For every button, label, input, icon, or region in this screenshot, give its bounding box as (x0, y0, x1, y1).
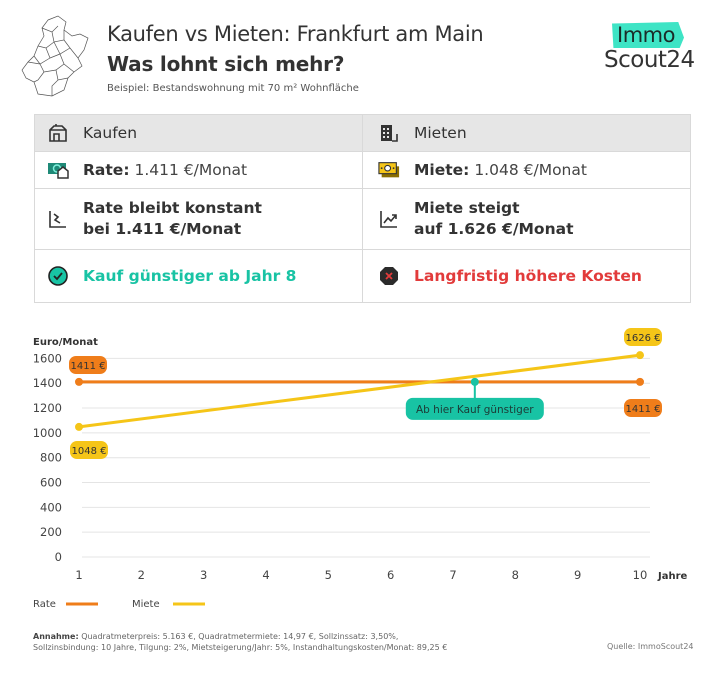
mieten-rate-value: 1.048 €/Monat (474, 161, 587, 179)
flat-chart-icon (47, 208, 69, 230)
y-tick-label: 1200 (33, 401, 62, 415)
check-circle-icon (47, 265, 69, 287)
banknote-icon (378, 159, 400, 181)
mieten-verdict: Langfristig höhere Kosten (362, 250, 690, 302)
assumptions-footnote: Annahme: Quadratmeterpreis: 5.163 €, Qua… (33, 631, 447, 653)
kaufen-verdict-text: Kauf günstiger ab Jahr 8 (83, 267, 297, 285)
mieten-trend: Miete steigt auf 1.626 €/Monat (362, 189, 690, 249)
header-mieten-label: Mieten (414, 124, 467, 142)
chart-subtitle: Was lohnt sich mehr? (107, 52, 345, 76)
rate-start-label: 1411 € (71, 361, 106, 372)
annotation-bg (405, 397, 544, 420)
immoscout24-logo: Immo Scout24 (604, 22, 695, 78)
y-tick-label: 400 (40, 500, 62, 514)
data-point-rate (75, 377, 83, 386)
logo-badge (612, 22, 684, 48)
assumption-label: Annahme: (33, 632, 79, 641)
mieten-verdict-text: Langfristig höhere Kosten (414, 267, 642, 285)
x-tick-label: 8 (512, 568, 519, 582)
miete-end-label-bg (624, 328, 662, 346)
kaufen-rate-value: 1.411 €/Monat (134, 161, 248, 179)
header-mieten: Mieten (362, 115, 690, 151)
chart-title: Kaufen vs Mieten: Frankfurt am Main (107, 22, 484, 46)
x-tick-label: 5 (325, 568, 332, 582)
kaufen-trend-line1: Rate bleibt konstant (83, 199, 262, 217)
mieten-trend-line2: auf 1.626 €/Monat (414, 220, 574, 238)
miete-start-label: 1048 € (72, 446, 107, 457)
x-axis-label: Jahre (657, 571, 688, 582)
y-tick-label: 800 (40, 451, 62, 465)
x-octagon-icon (378, 265, 400, 287)
y-axis-label: Euro/Monat (33, 337, 98, 348)
house-icon (47, 122, 69, 144)
mieten-rate-label: Miete: (414, 161, 470, 179)
table-row-rate: Rate: 1.411 €/Monat Miete: 1.048 €/Monat (35, 151, 690, 188)
example-note: Beispiel: Bestandswohnung mit 70 m² Wohn… (107, 83, 359, 94)
data-point-miete (636, 351, 644, 360)
logo-scout-text: Scout24 (604, 47, 695, 73)
x-tick-label: 2 (138, 568, 145, 582)
assumption-line2: Sollzinsbindung: 10 Jahre, Tilgung: 2%, … (33, 643, 448, 652)
x-tick-label: 3 (200, 568, 207, 582)
legend-label-rate: Rate (33, 599, 56, 610)
miete-end-label: 1626 € (626, 333, 661, 344)
logo-immo-text: Immo (617, 23, 675, 47)
mieten-rate: Miete: 1.048 €/Monat (362, 152, 690, 188)
rate-end-label: 1411 € (626, 404, 661, 415)
y-tick-label: 1400 (33, 376, 62, 390)
header-kaufen: Kaufen (35, 115, 362, 151)
legend-label-miete: Miete (132, 599, 160, 610)
source-note: Quelle: ImmoScout24 (607, 642, 694, 651)
table-row-trend: Rate bleibt konstant bei 1.411 €/Monat Mi… (35, 188, 690, 249)
x-tick-label: 7 (449, 568, 456, 582)
crossover-point (470, 377, 479, 386)
table-row-verdict: Kauf günstiger ab Jahr 8 Langfristig höh… (35, 249, 690, 302)
header-kaufen-label: Kaufen (83, 124, 138, 142)
rate-start-label-bg (69, 356, 107, 374)
x-tick-label: 10 (633, 568, 648, 582)
series-line-miete (77, 353, 642, 429)
table-header-row: Kaufen Mieten (35, 115, 690, 151)
kaufen-verdict: Kauf günstiger ab Jahr 8 (35, 250, 362, 302)
rising-chart-icon (378, 208, 400, 230)
kaufen-trend-line2: bei 1.411 €/Monat (83, 220, 242, 238)
x-tick-label: 4 (262, 568, 269, 582)
y-tick-label: 200 (40, 525, 62, 539)
y-tick-label: 1000 (33, 426, 62, 440)
frankfurt-map-icon (21, 15, 89, 97)
kaufen-rate: Rate: 1.411 €/Monat (35, 152, 362, 188)
kaufen-trend: Rate bleibt konstant bei 1.411 €/Monat (35, 189, 362, 249)
y-tick-label: 0 (55, 550, 62, 564)
kaufen-rate-label: Rate: (83, 161, 130, 179)
assumption-line1: Quadratmeterpreis: 5.163 €, Quadratmeter… (81, 632, 399, 641)
data-point-miete (75, 422, 83, 431)
rate-end-label-bg (624, 399, 662, 417)
x-tick-label: 6 (387, 568, 394, 582)
x-tick-label: 9 (574, 568, 581, 582)
y-tick-label: 600 (40, 476, 62, 490)
y-tick-label: 1600 (33, 351, 62, 365)
data-point-rate (636, 377, 644, 386)
mieten-trend-line1: Miete steigt (414, 199, 520, 217)
x-tick-label: 1 (75, 568, 82, 582)
money-house-icon (47, 159, 69, 181)
comparison-table: Kaufen Mieten Rate: 1.411 €/Monat Miete:… (34, 114, 691, 303)
line-chart: Euro/Monat 0 200 400 600 800 1000 1200 1400 1600 1… (33, 328, 688, 610)
miete-start-label-bg (70, 441, 108, 459)
annotation-label: Ab hier Kauf günstiger (416, 404, 534, 416)
building-icon (378, 122, 400, 144)
